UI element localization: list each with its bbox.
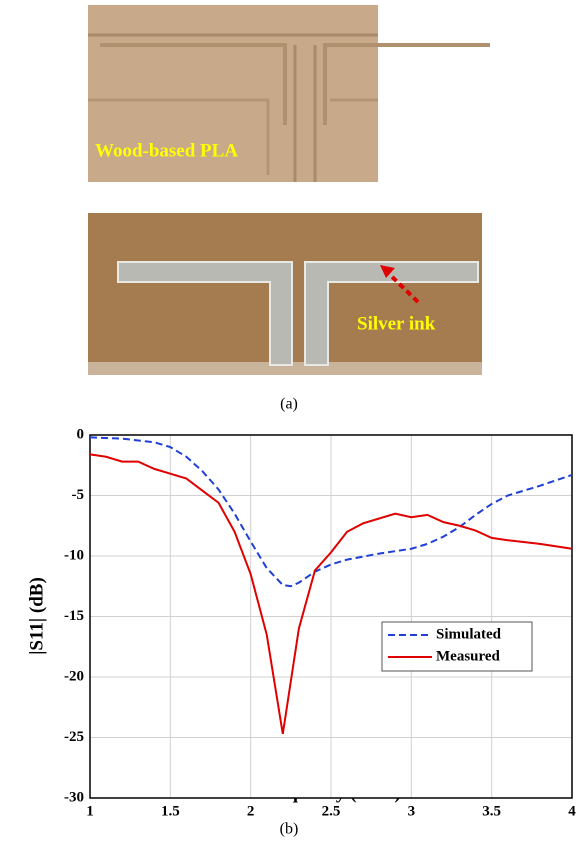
y-tick-label: -30 — [64, 789, 84, 805]
photo-bottom: Silver ink — [88, 213, 482, 375]
y-tick-label: -10 — [64, 547, 84, 563]
caption: (a) — [280, 396, 298, 413]
caption: (b) — [280, 821, 299, 838]
x-tick-label: 2 — [247, 803, 255, 819]
legend-label: Simulated — [436, 626, 502, 642]
photo-top: Wood-based PLA — [88, 5, 490, 182]
x-tick-label: 1.5 — [161, 803, 180, 819]
y-tick-label: -20 — [64, 668, 84, 684]
photo-label: Wood-based PLA — [95, 140, 238, 161]
legend-label: Measured — [436, 648, 501, 664]
x-tick-label: 1 — [86, 803, 94, 819]
y-tick-label: -25 — [64, 729, 84, 745]
photo-label: Silver ink — [357, 313, 436, 334]
x-tick-label: 3.5 — [482, 803, 501, 819]
x-tick-label: 2.5 — [322, 803, 341, 819]
figure: Wood-based PLA Silver ink (a) (b) Freque… — [0, 0, 578, 844]
y-tick-label: 0 — [77, 426, 85, 442]
x-tick-label: 4 — [568, 803, 576, 819]
y-axis-label: |S11| (dB) — [26, 577, 47, 655]
y-tick-label: -5 — [72, 487, 85, 503]
y-tick-label: -15 — [64, 608, 84, 624]
x-tick-label: 3 — [408, 803, 416, 819]
